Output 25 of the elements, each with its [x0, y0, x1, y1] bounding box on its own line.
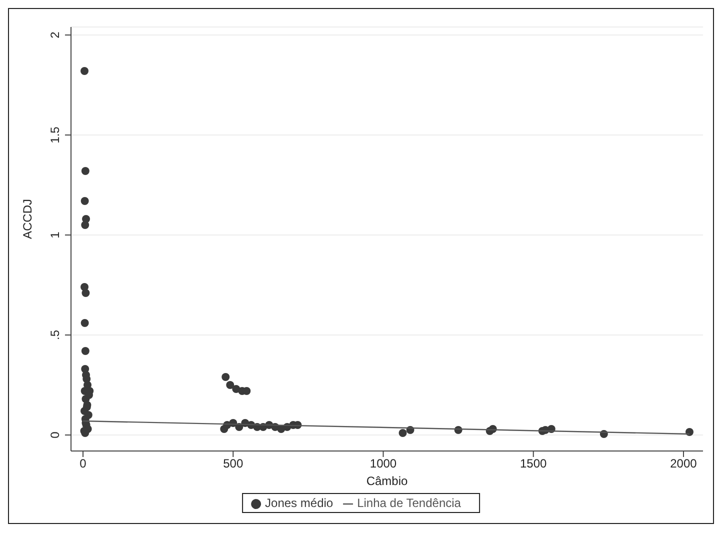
point: [222, 373, 230, 381]
x-tick-label: 1000: [370, 456, 397, 471]
legend-label: Linha de Tendência: [357, 496, 461, 510]
point: [80, 197, 89, 205]
point: [398, 429, 407, 437]
x-tick-label: 1500: [520, 456, 548, 471]
y-tick-label: .5: [48, 330, 62, 340]
point: [80, 67, 89, 75]
x-axis-title: Câmbio: [366, 474, 408, 488]
point: [81, 167, 90, 175]
point: [81, 347, 90, 355]
point: [82, 289, 90, 297]
x-tick-label: 2000: [670, 456, 698, 471]
y-axis-title: ACCDJ: [20, 198, 34, 239]
y-tick-label: 1.5: [48, 126, 62, 144]
point: [685, 428, 694, 436]
point: [226, 381, 234, 389]
x-tick-label: 500: [223, 456, 244, 471]
legend-label: Jones médio: [265, 496, 334, 510]
y-tick-label: 2: [48, 31, 62, 38]
y-tick-label: 0: [48, 431, 62, 438]
point: [81, 221, 90, 229]
point: [80, 319, 89, 327]
y-tick-label: 1: [48, 231, 62, 238]
x-tick-label: 0: [80, 456, 87, 471]
